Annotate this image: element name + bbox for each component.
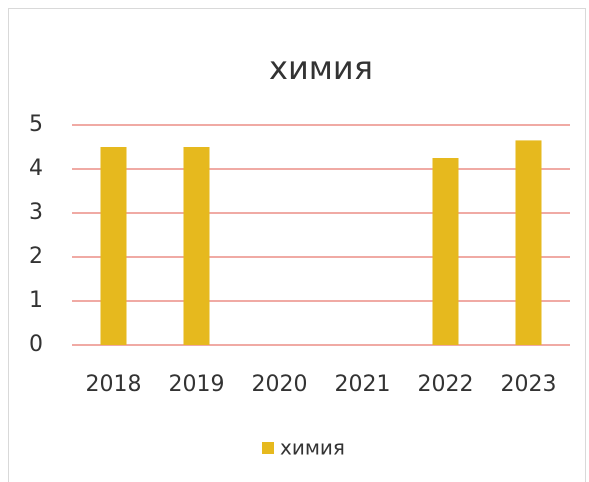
y-tick-label: 3 [29, 200, 43, 225]
y-tick-label: 5 [29, 112, 43, 137]
bar [515, 140, 542, 345]
bar [183, 147, 210, 345]
x-tick-label: 2022 [418, 372, 474, 397]
chart-title: химия [269, 49, 373, 87]
x-tick-label: 2019 [169, 372, 225, 397]
y-tick-label: 1 [29, 288, 43, 313]
y-tick-label: 0 [29, 332, 43, 357]
x-tick-label: 2018 [86, 372, 142, 397]
bar [100, 147, 127, 345]
x-tick-label: 2021 [335, 372, 391, 397]
y-tick-label: 2 [29, 244, 43, 269]
x-tick-label: 2023 [501, 372, 557, 397]
legend-label: химия [280, 436, 345, 460]
bar [432, 158, 459, 345]
legend-swatch [262, 442, 274, 454]
x-tick-label: 2020 [252, 372, 308, 397]
y-tick-label: 4 [29, 156, 43, 181]
